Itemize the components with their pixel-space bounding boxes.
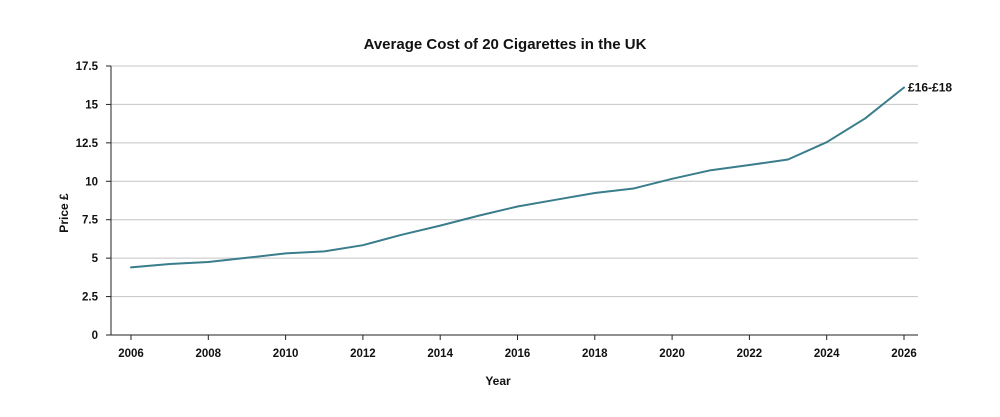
x-tick-label: 2006	[118, 348, 144, 360]
y-axis-ticks: 0 2.5 5 7.5 10 12.5 15 17.5	[76, 61, 111, 342]
x-tick-label: 2012	[350, 348, 376, 360]
x-tick-label: 2020	[659, 348, 685, 360]
x-tick-label: 2018	[582, 348, 608, 360]
y-axis-label: Price £	[57, 193, 71, 233]
y-tick-label: 0	[92, 330, 98, 342]
x-tick-label: 2016	[505, 348, 531, 360]
series-layer	[130, 86, 905, 269]
x-tick-label: 2010	[273, 348, 299, 360]
y-tick-label: 7.5	[82, 215, 99, 227]
gridlines	[111, 65, 918, 298]
series-line	[130, 86, 905, 269]
y-tick-label: 17.5	[76, 61, 99, 73]
x-axis-ticks: 2006 2008 2010 2012 2014 2016 2018 2020 2022 2024…	[118, 335, 917, 360]
chart-title: Average Cost of 20 Cigarettes in the UK	[364, 36, 647, 53]
x-tick-label: 2026	[891, 348, 917, 360]
x-axis-label: Year	[485, 374, 511, 388]
annotations: £16-£18	[908, 81, 952, 95]
y-tick-label: 5	[92, 253, 99, 265]
annotation-label: £16-£18	[908, 81, 952, 95]
x-tick-label: 2008	[196, 348, 222, 360]
y-tick-label: 2.5	[82, 292, 99, 304]
x-tick-label: 2014	[427, 348, 453, 360]
x-tick-label: 2022	[737, 348, 763, 360]
y-tick-label: 15	[85, 99, 98, 111]
y-tick-label: 12.5	[76, 138, 99, 150]
y-tick-label: 10	[85, 176, 98, 188]
x-tick-label: 2024	[814, 348, 840, 360]
